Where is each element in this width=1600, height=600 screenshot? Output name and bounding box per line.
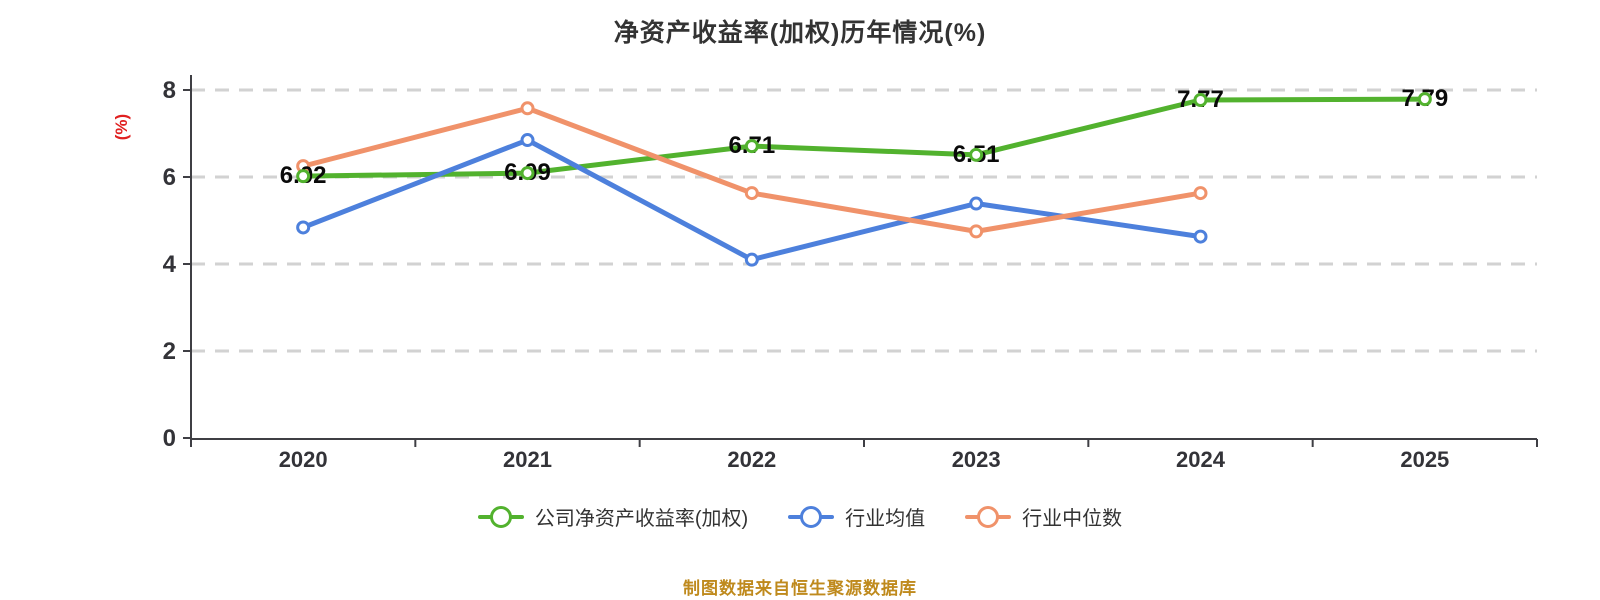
legend-label-company-roe: 公司净资产收益率(加权) [534, 508, 749, 530]
series-line-industry_median [300, 105, 1203, 234]
data-point [296, 169, 311, 184]
data-point [296, 220, 311, 235]
series-points-industry_median [296, 101, 1208, 239]
line-chart: 024682020202120222023202420256.026.096.7… [163, 75, 1538, 472]
data-point [969, 196, 984, 211]
data-point [744, 252, 759, 267]
legend-item-company-roe[interactable]: 公司净资产收益率(加权) [477, 502, 749, 531]
y-tick-label: 6 [163, 164, 176, 191]
data-point [1193, 186, 1208, 201]
source-note: 制图数据来自恒生聚源数据库 [683, 579, 917, 598]
data-point [1193, 93, 1208, 108]
data-point [744, 139, 759, 154]
y-tick-label: 0 [163, 425, 176, 452]
legend-marker-company-roe-icon [477, 504, 524, 530]
data-point [520, 166, 535, 181]
data-point [1193, 229, 1208, 244]
legend-marker-industry-mean-icon [788, 504, 835, 530]
series-points-industry_mean [296, 133, 1208, 267]
y-tick-label: 2 [163, 338, 176, 365]
chart-legend: 公司净资产收益率(加权) 行业均值 行业中位数 [0, 502, 1600, 531]
series-line-company_roe [300, 96, 1428, 179]
x-tick-label: 2022 [727, 447, 776, 472]
legend-marker-industry-median-icon [965, 504, 1012, 530]
legend-label-industry-mean: 行业均值 [845, 508, 926, 530]
x-tick-label: 2020 [279, 447, 328, 472]
legend-label-industry-median: 行业中位数 [1022, 508, 1123, 530]
data-point [1417, 92, 1432, 107]
y-tick-label: 4 [163, 251, 177, 278]
axes: 0 2 4 6 8 2020 2021 2022 2023 2024 2025 [163, 75, 1538, 472]
data-point [744, 186, 759, 201]
chart-title: 净资产收益率(加权)历年情况(%) [613, 19, 987, 47]
data-point [969, 147, 984, 162]
grid-lines [191, 88, 1537, 353]
legend-item-industry-median[interactable]: 行业中位数 [965, 502, 1122, 531]
x-tick-label: 2023 [952, 447, 1001, 472]
x-tick-label: 2024 [1176, 447, 1226, 472]
series-points-company_roe [296, 92, 1432, 184]
data-point [520, 133, 535, 148]
legend-item-industry-mean[interactable]: 行业均值 [788, 502, 925, 531]
data-point [520, 101, 535, 116]
data-point [969, 224, 984, 239]
x-tick-label: 2025 [1400, 447, 1449, 472]
x-tick-label: 2021 [503, 447, 552, 472]
y-tick-label: 8 [163, 77, 176, 104]
